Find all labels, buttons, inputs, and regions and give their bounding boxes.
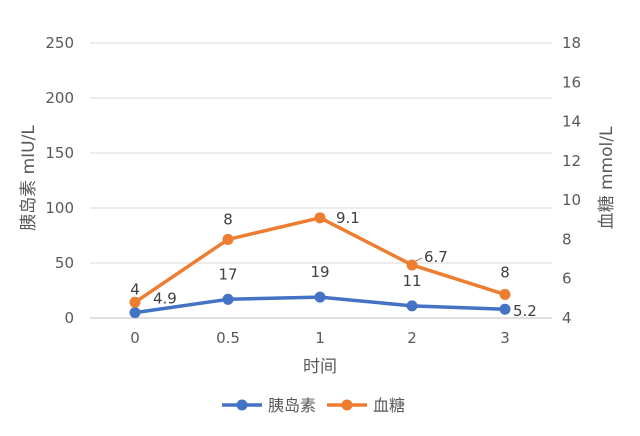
series-lines [129, 212, 511, 319]
left-tick-label: 150 [45, 144, 74, 162]
x-axis-ticks: 0 0.5 1 2 3 [130, 329, 510, 347]
gridlines [90, 42, 552, 319]
right-axis-title: 血糖 mmol/L [597, 126, 617, 229]
right-tick-label: 12 [562, 152, 581, 170]
data-labels: 4.9 17 19 11 5.2 4 8 9.1 6.7 8 [130, 209, 537, 320]
data-point [222, 293, 234, 305]
data-label: 8 [500, 263, 510, 281]
left-axis-ticks: 0 50 100 150 200 250 [45, 34, 74, 327]
x-tick-label: 2 [407, 329, 417, 347]
data-point [406, 300, 418, 312]
right-tick-label: 8 [562, 230, 572, 248]
x-axis-title: 时间 [303, 357, 337, 377]
data-point [499, 303, 511, 315]
data-label: 17 [218, 265, 237, 283]
data-point [499, 288, 511, 300]
right-tick-label: 14 [562, 113, 581, 131]
legend-swatch-marker [341, 399, 353, 411]
x-tick-label: 0.5 [216, 329, 240, 347]
left-tick-label: 200 [45, 89, 74, 107]
right-tick-label: 4 [562, 309, 572, 327]
data-label: 8 [223, 210, 233, 228]
legend-swatch-marker [236, 399, 248, 411]
legend-label: 血糖 [373, 396, 405, 415]
data-label: 9.1 [336, 209, 360, 227]
data-point [129, 296, 141, 308]
x-tick-label: 1 [315, 329, 325, 347]
data-point [406, 259, 418, 271]
data-label: 4.9 [153, 290, 177, 308]
data-label: 5.2 [513, 302, 537, 320]
left-tick-label: 100 [45, 199, 74, 217]
x-tick-label: 0 [130, 329, 140, 347]
series-line-血糖 [133, 216, 507, 305]
left-axis-title: 胰岛素 mIU/L [19, 125, 39, 231]
right-tick-label: 6 [562, 270, 572, 288]
left-tick-label: 50 [55, 254, 74, 272]
leader-line [415, 257, 423, 262]
data-label: 19 [310, 263, 329, 281]
legend: 胰岛素 血糖 [222, 396, 405, 415]
left-tick-label: 250 [45, 34, 74, 52]
left-tick-label: 0 [64, 309, 74, 327]
x-tick-label: 3 [500, 329, 510, 347]
legend-label: 胰岛素 [268, 396, 316, 415]
data-point [129, 307, 141, 319]
data-point [314, 212, 326, 224]
data-point [314, 291, 326, 303]
data-label: 6.7 [424, 248, 448, 266]
right-tick-label: 10 [562, 191, 581, 209]
data-label: 11 [402, 272, 421, 290]
right-axis-ticks: 4 6 8 10 12 14 16 18 [562, 34, 581, 327]
data-point [222, 233, 234, 245]
right-tick-label: 18 [562, 34, 581, 52]
data-label: 4 [130, 280, 140, 298]
right-tick-label: 16 [562, 73, 581, 91]
